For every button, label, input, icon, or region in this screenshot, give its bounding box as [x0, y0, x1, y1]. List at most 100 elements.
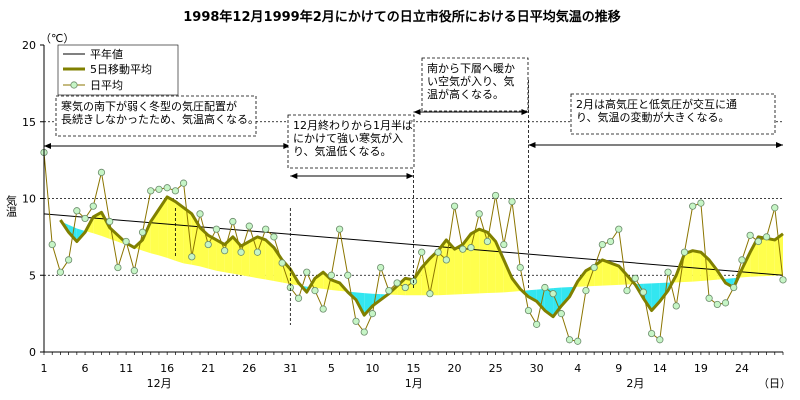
daily-point	[179, 179, 188, 187]
daily-point	[138, 228, 147, 236]
daily-point	[81, 214, 89, 223]
below-normal-fill	[536, 288, 545, 311]
below-normal-fill	[528, 289, 537, 302]
x-tick-label: 31	[283, 362, 297, 375]
daily-point	[771, 204, 779, 212]
daily-point	[352, 317, 360, 325]
daily-point	[705, 294, 713, 302]
daily-point	[442, 256, 450, 264]
daily-point	[360, 328, 368, 336]
daily-point	[606, 237, 615, 246]
daily-point	[533, 320, 541, 328]
daily-point	[459, 245, 467, 253]
daily-point	[229, 217, 237, 226]
daily-point	[262, 225, 270, 233]
daily-point	[541, 283, 549, 292]
x-tick-label: 16	[160, 362, 174, 375]
y-tick-label: 0	[29, 346, 36, 359]
daily-point	[483, 237, 491, 246]
annotation-text: にかけて強い寒気が入	[293, 131, 403, 145]
daily-point	[130, 267, 138, 275]
above-normal-fill	[413, 267, 422, 296]
daily-point	[516, 263, 524, 272]
x-unit-label: （日）	[758, 377, 791, 390]
below-normal-fill	[651, 283, 660, 311]
x-tick-label: 15	[407, 362, 421, 375]
daily-point	[615, 225, 623, 233]
below-normal-fill	[364, 293, 373, 316]
daily-point	[730, 283, 738, 292]
daily-point	[680, 248, 689, 256]
moving-average-line	[59, 195, 784, 319]
arrowhead	[521, 109, 529, 115]
above-normal-fill	[602, 259, 611, 286]
daily-point	[319, 305, 327, 313]
annotation-text: り、気温低くなる。	[293, 144, 392, 158]
daily-point	[155, 185, 163, 193]
daily-point	[582, 286, 590, 295]
daily-point	[393, 279, 401, 287]
daily-point	[565, 336, 574, 344]
daily-point	[426, 290, 434, 298]
daily-point	[171, 187, 179, 195]
above-normal-fill	[470, 229, 480, 294]
above-normal-fill	[495, 241, 504, 293]
daily-point	[500, 240, 508, 249]
daily-point	[188, 253, 196, 261]
daily-point	[311, 286, 319, 295]
annotation-text: 温が高くなる。	[427, 87, 504, 101]
x-tick-label: 19	[694, 362, 708, 375]
annotation-box	[421, 57, 529, 112]
x-tick-label: 25	[489, 362, 503, 375]
daily-point	[221, 247, 229, 255]
daily-point	[713, 300, 721, 309]
above-normal-fill	[618, 266, 627, 285]
above-normal-fill	[175, 201, 184, 264]
annotation-box	[287, 114, 415, 169]
y-tick-label: 15	[22, 116, 36, 129]
daily-point	[196, 210, 204, 218]
above-normal-fill	[249, 236, 258, 279]
daily-point	[114, 263, 122, 272]
y-unit-label: （℃）	[40, 32, 74, 45]
above-normal-fill	[167, 196, 176, 261]
y-axis-label: 気温	[5, 194, 18, 217]
daily-point	[574, 337, 582, 345]
daily-point	[639, 288, 648, 296]
x-tick-label: 26	[242, 362, 256, 375]
legend-moving-average-label: 5日移動平均	[90, 62, 152, 76]
legend-normal-label: 平年値	[90, 47, 123, 61]
daily-point	[450, 202, 459, 210]
above-normal-fill	[273, 247, 283, 283]
arrowhead	[413, 109, 421, 115]
y-tick-label: 5	[29, 269, 36, 282]
daily-point	[762, 233, 771, 241]
x-tick-label: 4	[574, 362, 581, 375]
above-normal-fill	[479, 229, 488, 294]
daily-point	[648, 329, 656, 338]
above-normal-fill	[314, 272, 324, 289]
daily-point	[385, 286, 393, 295]
daily-point	[212, 225, 221, 233]
y-tick-label: 10	[22, 193, 36, 206]
daily-point	[524, 306, 533, 315]
daily-point	[106, 217, 114, 226]
daily-point	[697, 199, 705, 207]
daily-point	[204, 240, 212, 249]
daily-point	[89, 202, 97, 210]
arrowhead	[776, 142, 783, 148]
above-normal-fill	[692, 250, 701, 282]
arrowhead	[44, 143, 51, 149]
daily-point	[163, 184, 171, 192]
x-tick-label: 9	[615, 362, 622, 375]
daily-point	[327, 271, 335, 279]
daily-point	[672, 302, 680, 310]
chart-title: 1998年12月1999年2月にかけての日立市役所における日平均気温の推移	[183, 9, 621, 25]
above-normal-fill	[766, 238, 775, 276]
daily-point	[56, 268, 65, 276]
legend-daily-label: 日平均	[90, 79, 123, 92]
daily-point	[253, 248, 262, 256]
arrowhead	[528, 142, 536, 148]
